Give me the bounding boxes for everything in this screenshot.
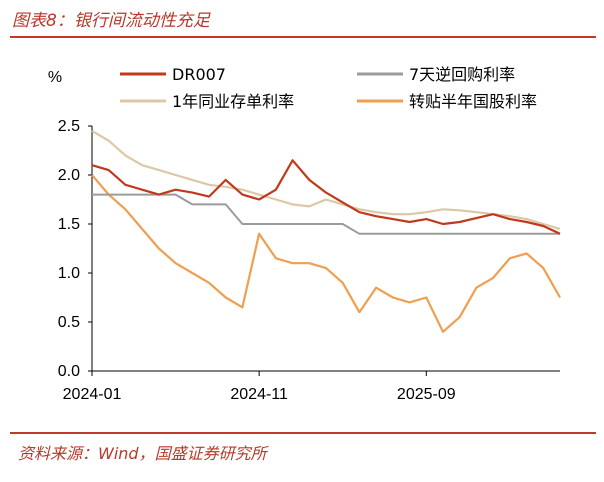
legend-label: 转贴半年国股利率 [409, 92, 537, 111]
series-line-3 [91, 129, 561, 230]
plot-area [91, 129, 561, 333]
series-line-1 [91, 159, 561, 235]
y-tick-label: 1.0 [58, 265, 80, 282]
series-line-2 [92, 193, 560, 235]
legend-label: 1年同业存单利率 [172, 92, 294, 111]
bottom-rule [10, 432, 596, 434]
y-tick-label: 2.5 [58, 118, 80, 135]
legend-label: 7天逆回购利率 [409, 65, 515, 84]
y-tick-label: 2.0 [58, 167, 80, 184]
y-tick-label: 1.5 [58, 216, 80, 233]
chart-title: 图表8：银行间流动性充足 [12, 11, 210, 31]
x-tick-label: 2025-09 [397, 386, 456, 403]
axes: 0.0 0.5 1.0 1.5 2.0 2.5% 2024-01 2024-11 2025-09 [48, 69, 560, 403]
y-tick-label: 0.5 [58, 314, 80, 331]
x-tick-label: 2024-01 [63, 386, 122, 403]
legend-label: DR007 [172, 65, 226, 84]
series-line-4 [91, 174, 561, 333]
top-rule [10, 36, 596, 38]
legend: DR007 7天逆回购利率 1年同业存单利率 转贴半年国股利率 [120, 65, 537, 111]
y-axis-unit: % [48, 69, 62, 86]
source-note: 资料来源：Wind，国盛证券研究所 [18, 444, 267, 463]
x-tick-label: 2024-11 [230, 386, 288, 403]
y-tick-label: 0.0 [58, 363, 80, 380]
